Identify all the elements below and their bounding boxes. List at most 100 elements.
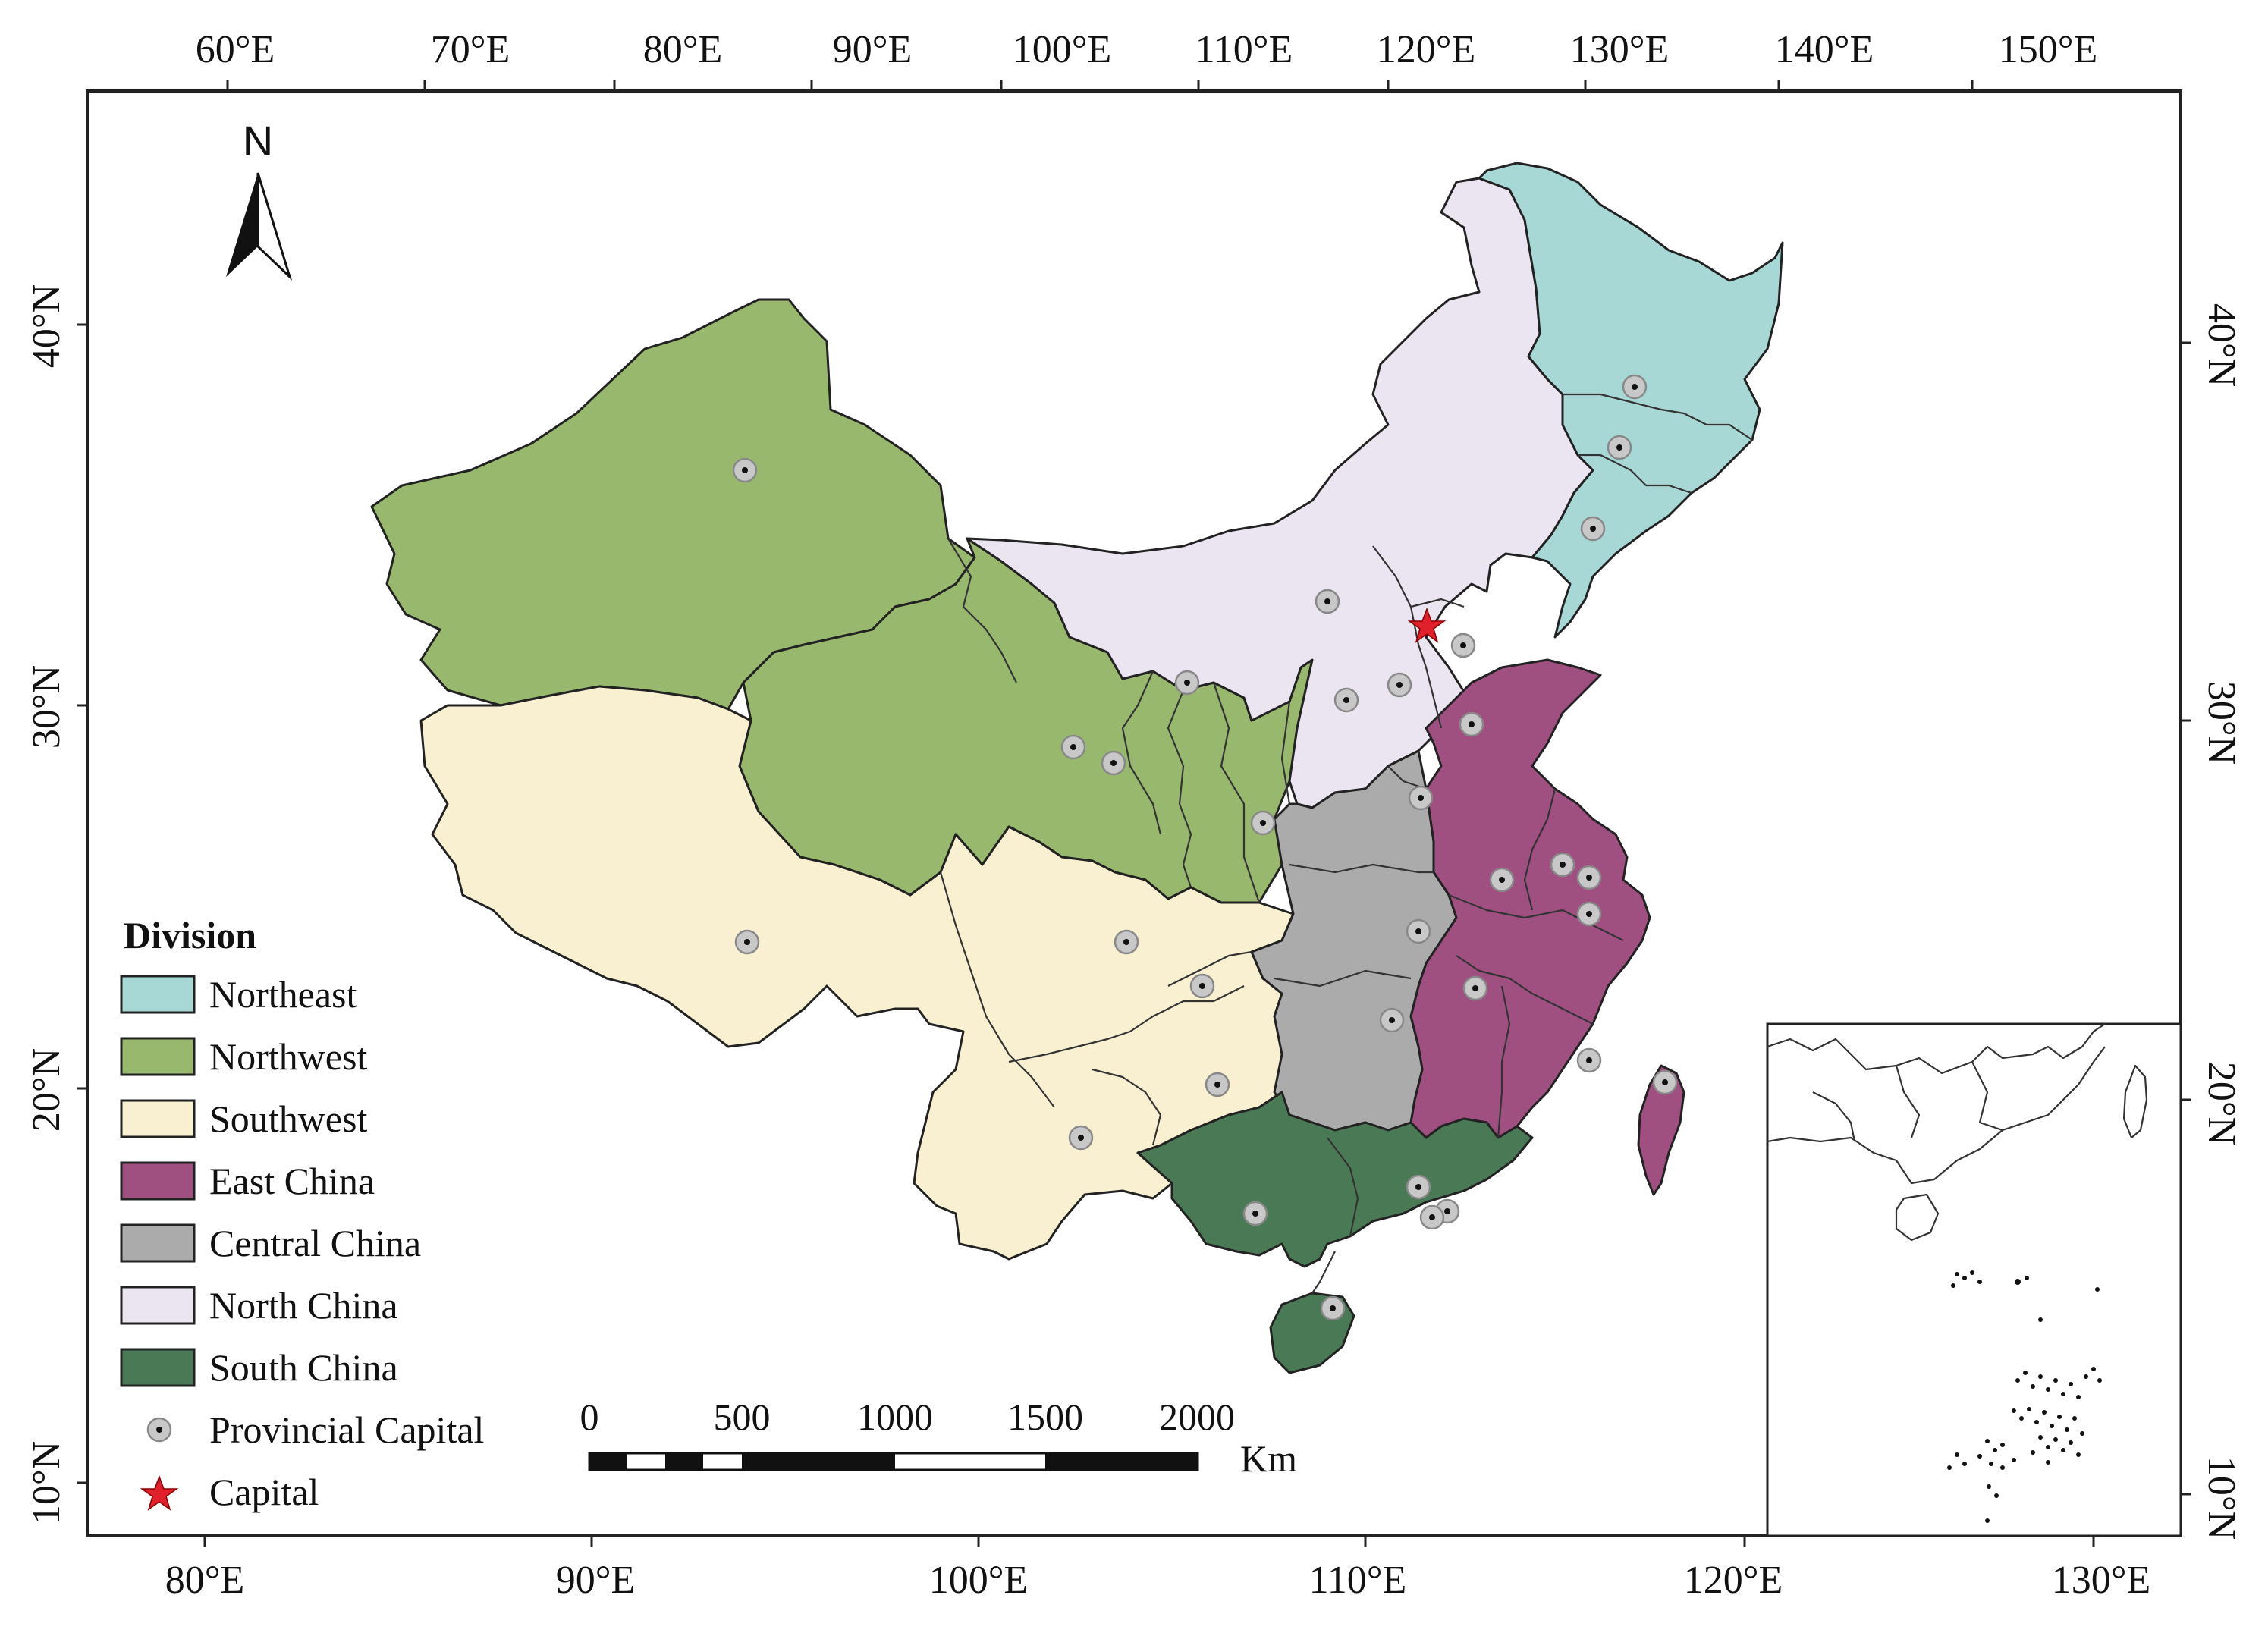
top-tick-label: 150°E: [1999, 28, 2098, 71]
inset-frame: [1766, 1022, 2182, 1537]
bottom-tick-label: 100°E: [929, 1559, 1029, 1602]
north-arrow-icon: [226, 172, 293, 281]
provincial-capital-marker: [1576, 1047, 1602, 1073]
provincial-capital-marker: [1320, 1295, 1346, 1321]
provincial-capital-marker: [1114, 929, 1139, 955]
left-tick-label: 30°N: [25, 665, 68, 749]
right-tick-label: 30°N: [2200, 681, 2243, 765]
legend-swatch-south-china: [120, 1348, 196, 1387]
provincial-capital-marker: [1462, 975, 1488, 1001]
scale-label: 1000: [857, 1396, 933, 1438]
legend-label-northeast: Northeast: [209, 973, 357, 1016]
bottom-tick-label: 90°E: [556, 1559, 636, 1602]
left-tick-label: 40°N: [25, 284, 68, 368]
legend-title: Division: [124, 914, 256, 956]
legend-swatch-central-china: [120, 1223, 196, 1263]
bottom-tick-label: 80°E: [165, 1559, 245, 1602]
legend-label-northwest: Northwest: [209, 1035, 367, 1078]
top-tick-label: 130°E: [1570, 28, 1670, 71]
provincial-capital-marker: [1622, 374, 1648, 400]
left-axis: 40°N 30°N 20°N 10°N: [25, 284, 87, 1525]
top-tick-label: 60°E: [196, 28, 275, 71]
provincial-capital-marker: [1068, 1125, 1094, 1151]
provincial-capital-marker: [1580, 516, 1606, 542]
legend-swatch-northwest: [120, 1037, 196, 1076]
top-tick-label: 140°E: [1775, 28, 1874, 71]
legend-swatch-east-china: [120, 1161, 196, 1201]
region-central-china: [1250, 749, 1458, 1132]
capital-star-beijing: [1407, 607, 1447, 643]
legend-label-east-china: East China: [209, 1160, 375, 1202]
scale-label: 0: [580, 1396, 599, 1438]
provincial-capital-marker: [1408, 785, 1434, 811]
top-tick-label: 80°E: [643, 28, 723, 71]
provincial-capital-marker: [1489, 867, 1515, 893]
legend-label-central-china: Central China: [209, 1222, 421, 1264]
provincial-capital-marker: [1101, 750, 1126, 776]
legend-label-southwest: Southwest: [209, 1097, 367, 1140]
capital-star-icon: [140, 1474, 179, 1511]
legend-swatch-north-china: [120, 1286, 196, 1325]
provincial-capital-marker: [1576, 901, 1602, 927]
bottom-axis: 80°E 90°E 100°E 110°E 120°E 130°E: [165, 1536, 2151, 1602]
region-layer: [370, 162, 1784, 1374]
bottom-tick-label: 130°E: [2052, 1559, 2151, 1602]
left-tick-label: 20°N: [25, 1048, 68, 1132]
inset-islands: [1947, 1270, 2102, 1523]
scale-label: 2000: [1159, 1396, 1235, 1438]
provincial-capital-marker: [1205, 1072, 1230, 1097]
legend-label-south-china: South China: [209, 1346, 398, 1389]
provincial-capital-marker: [1406, 918, 1431, 944]
provincial-capital-marker: [1174, 670, 1200, 696]
right-tick-label: 40°N: [2200, 303, 2243, 387]
provincial-capital-marker: [1387, 672, 1412, 698]
provincial-capital-marker: [1379, 1007, 1405, 1033]
inset-hainan: [1895, 1193, 1940, 1242]
scale-label: 500: [714, 1396, 771, 1438]
right-axis: 40°N 30°N 20°N 10°N: [2181, 303, 2243, 1540]
legend-label-capital: Capital: [209, 1471, 319, 1513]
provincial-capital-marker: [734, 929, 760, 955]
provincial-capital-marker: [1652, 1069, 1678, 1095]
provincial-capital-marker: [1459, 711, 1484, 737]
top-axis: 60°E 70°E 80°E 90°E 100°E 110°E 120°E 13…: [196, 28, 2098, 91]
provincial-capital-marker: [1450, 633, 1476, 658]
provincial-capital-marker: [1242, 1201, 1268, 1226]
provincial-capital-marker: [1250, 810, 1276, 836]
right-tick-label: 20°N: [2200, 1062, 2243, 1145]
provincial-capital-marker: [1060, 734, 1086, 760]
legend-swatch-southwest: [120, 1099, 196, 1138]
inset-taiwan: [2122, 1064, 2148, 1139]
provincial-capital-marker: [1315, 589, 1340, 614]
scale-label: 1500: [1007, 1396, 1083, 1438]
provincial-capital-marker: [732, 457, 758, 483]
provincial-capital-marker: [1550, 852, 1575, 878]
scale-unit: Km: [1240, 1437, 1297, 1480]
left-tick-label: 10°N: [25, 1441, 68, 1525]
provincial-capital-marker: [1607, 435, 1632, 460]
south-china-sea-inset: [1766, 1022, 2182, 1537]
provincial-capital-marker: [1406, 1174, 1431, 1200]
top-tick-label: 70°E: [431, 28, 510, 71]
bottom-tick-label: 120°E: [1684, 1559, 1783, 1602]
provincial-capital-marker: [1576, 865, 1602, 890]
top-tick-label: 100°E: [1013, 28, 1112, 71]
top-tick-label: 90°E: [833, 28, 913, 71]
provincial-capital-marker: [1189, 973, 1215, 999]
top-tick-label: 120°E: [1377, 28, 1476, 71]
region-northeast: [1478, 162, 1784, 639]
north-arrow-label: N: [243, 117, 273, 165]
scale-bar: 0 500 1000 1500 2000 Km: [580, 1396, 1298, 1480]
legend-label-north-china: North China: [209, 1284, 398, 1327]
region-taiwan: [1637, 1064, 1685, 1196]
bottom-tick-label: 110°E: [1309, 1559, 1407, 1602]
provincial-capitals: [732, 374, 1678, 1321]
legend-label-provincial-capital: Provincial Capital: [209, 1408, 484, 1451]
right-tick-label: 10°N: [2200, 1456, 2243, 1540]
provincial-capital-marker: [1419, 1204, 1445, 1230]
map-frame: [86, 89, 2182, 1537]
legend: Division Northeast Northwest Southwest E…: [120, 914, 484, 1513]
legend-swatch-northeast: [120, 975, 196, 1014]
provincial-capital-marker: [1333, 687, 1359, 713]
